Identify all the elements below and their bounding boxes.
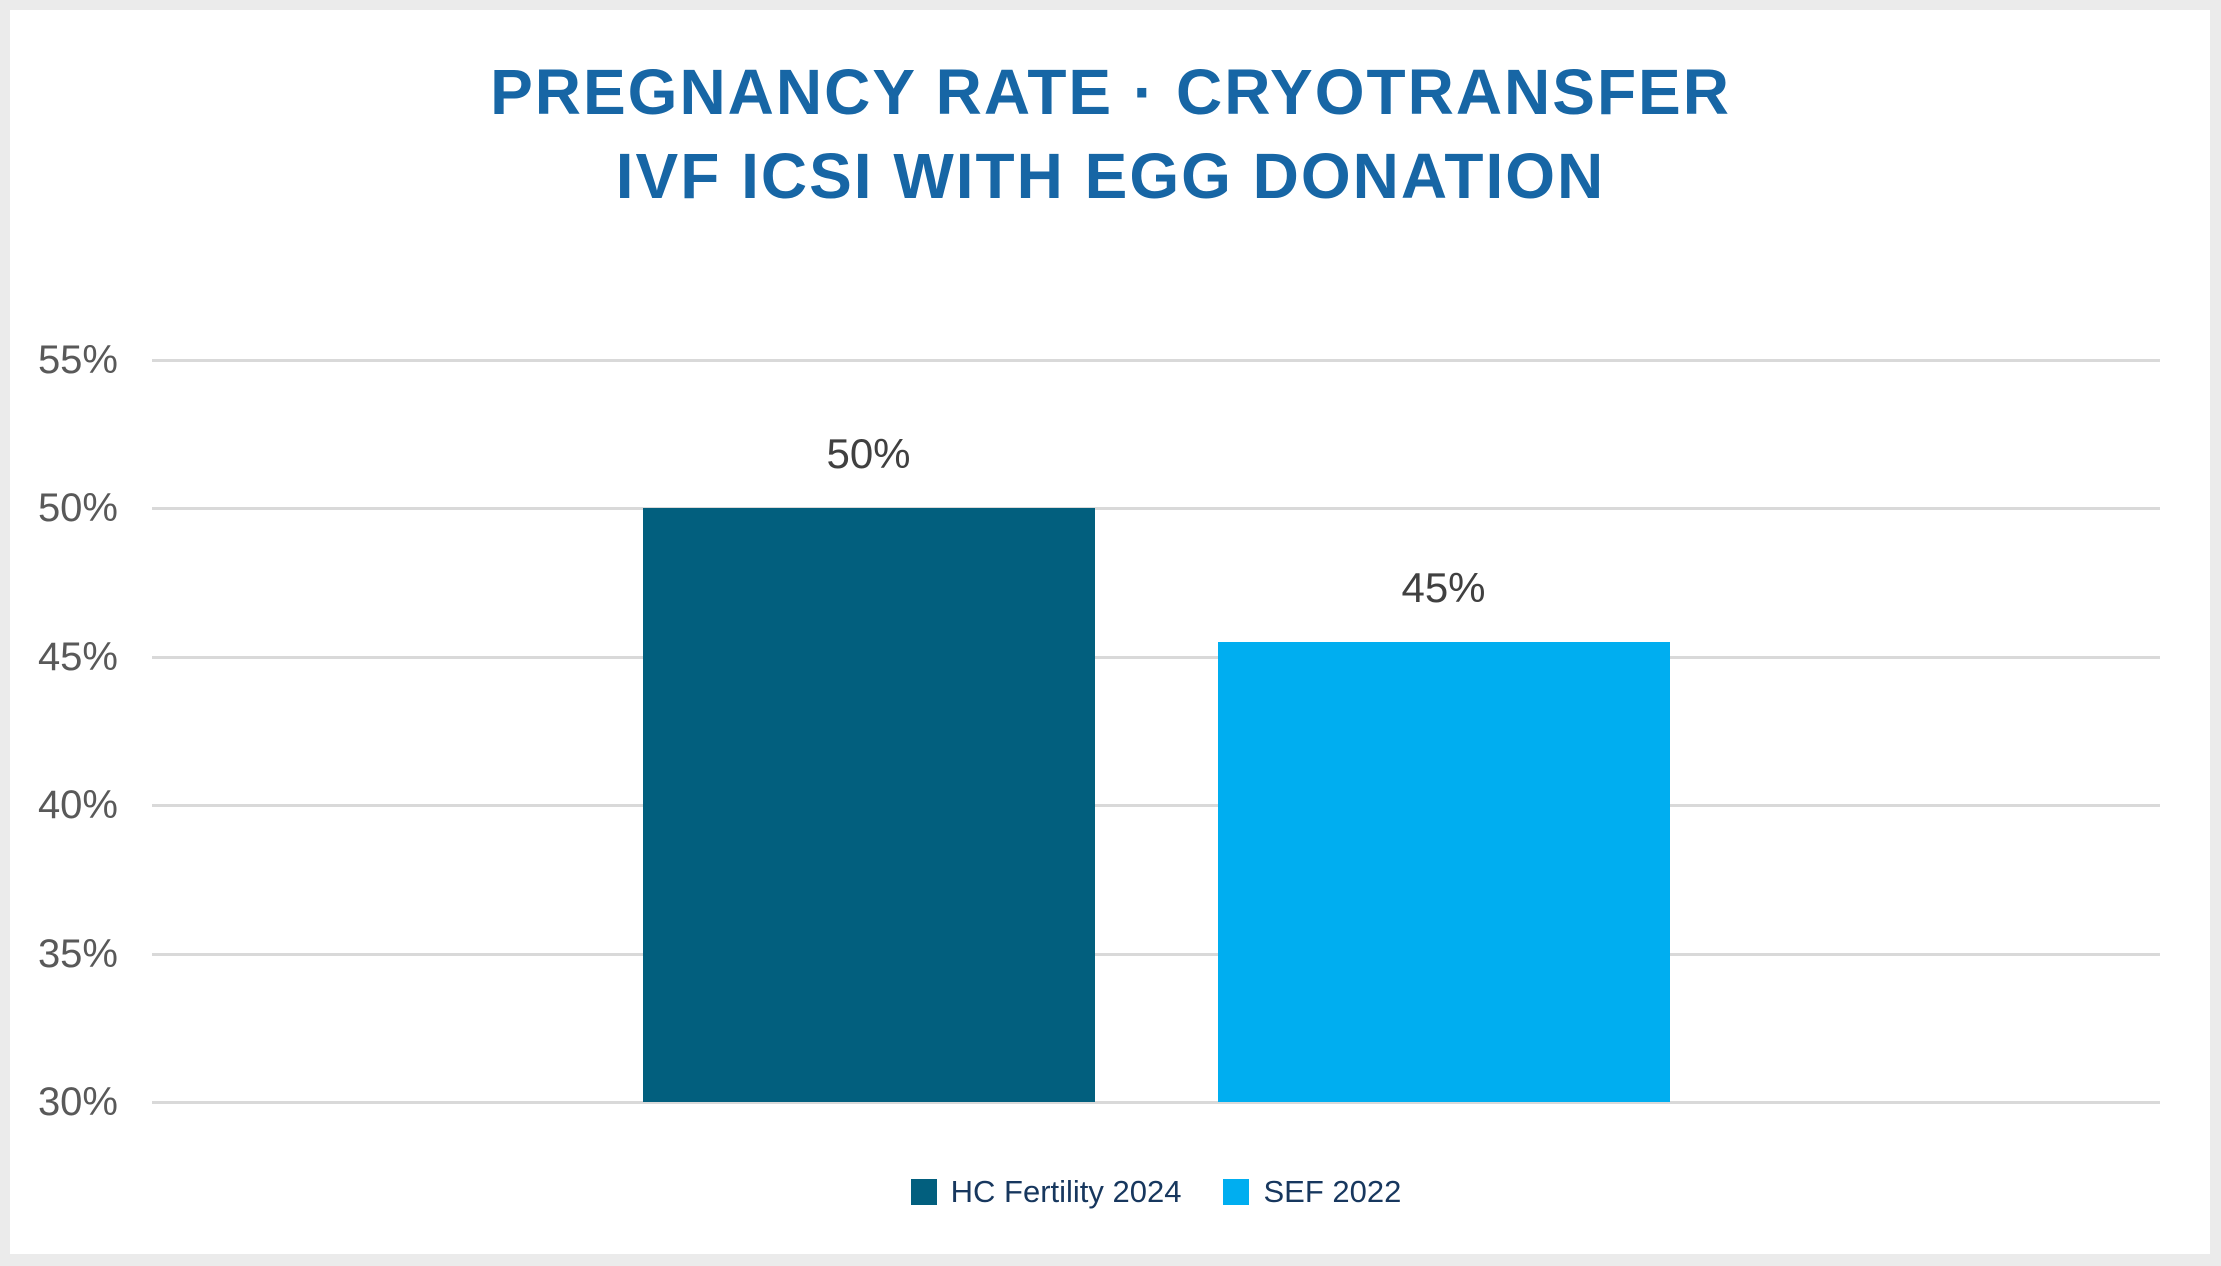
gridline-45pct (152, 655, 2160, 659)
data-label-sef-2022: 45% (1401, 563, 1486, 611)
chart-card (10, 10, 2210, 1254)
legend-label-hc-fertility-2024: HC Fertility 2024 (950, 1174, 1182, 1209)
y-tick-label-30pct: 30% (37, 1080, 118, 1124)
gridline-35pct (152, 952, 2160, 956)
y-tick-label-40pct: 40% (37, 783, 118, 828)
legend-swatch-sef-2022 (1223, 1179, 1250, 1205)
chart-title-line-2: IVF ICSI WITH EGG DONATION (615, 140, 1606, 212)
legend-item-hc-fertility-2024: HC Fertility 2024 (910, 1174, 1182, 1210)
legend-swatch-hc-fertility-2024 (910, 1179, 937, 1205)
y-tick-label-45pct: 45% (37, 634, 118, 679)
y-tick-label-50pct: 50% (37, 486, 118, 531)
y-tick-label-35pct: 35% (37, 931, 118, 976)
gridline-40pct (152, 804, 2160, 808)
data-label-hc-fertility-2024: 50% (826, 430, 911, 478)
legend: HC Fertility 2024 SEF 2022 (152, 1168, 2160, 1216)
y-tick-label-55pct: 55% (37, 338, 118, 382)
bar-sef-2022 (1217, 641, 1670, 1102)
chart-title: PREGNANCY RATE · CRYOTRANSFER IVF ICSI W… (0, 50, 2221, 218)
chart-title-line-1: PREGNANCY RATE · CRYOTRANSFER (490, 56, 1731, 128)
bar-hc-fertility-2024 (642, 508, 1095, 1102)
gridline-30pct (152, 1101, 2160, 1104)
gridline-55pct (152, 359, 2160, 362)
gridline-50pct (152, 507, 2160, 511)
legend-label-sef-2022: SEF 2022 (1263, 1174, 1402, 1209)
legend-item-sef-2022: SEF 2022 (1223, 1174, 1401, 1210)
